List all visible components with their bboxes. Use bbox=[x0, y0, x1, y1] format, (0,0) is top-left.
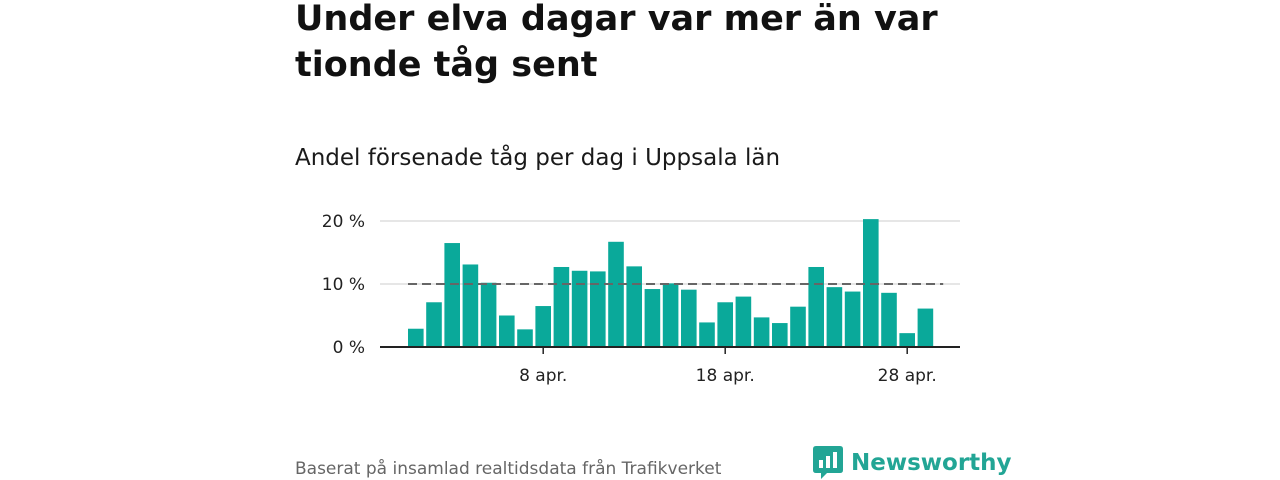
bar: 27 apr.: 8.6 % bbox=[881, 292, 897, 347]
y-tick-label: 20 % bbox=[322, 212, 365, 232]
x-tick-label: 8 apr. bbox=[519, 366, 567, 386]
bar: 22 apr.: 6.4 % bbox=[790, 306, 806, 347]
bar: 18 apr.: 7.1 % bbox=[717, 302, 733, 347]
bar: 1 apr.: 2.9 % bbox=[408, 328, 424, 347]
bar: 6 apr.: 5 % bbox=[499, 315, 515, 347]
bar: 4 apr.: 13.1 % bbox=[462, 264, 479, 347]
bar: 5 apr.: 10.2 % bbox=[480, 282, 497, 347]
bar: 25 apr.: 8.8 % bbox=[844, 291, 861, 347]
bar: 23 apr.: 12.7 % bbox=[808, 266, 824, 347]
x-tick-label: 18 apr. bbox=[696, 366, 755, 386]
x-tick-label: 28 apr. bbox=[878, 366, 937, 386]
bar: 20 apr.: 4.7 % bbox=[753, 317, 770, 347]
bar: 13 apr.: 12.8 % bbox=[626, 266, 642, 347]
chart-title: Andel försenade tåg per dag i Uppsala lä… bbox=[295, 145, 781, 171]
headline: Under elva dagar var mer än var tionde t… bbox=[295, 0, 938, 85]
axes: 0 % 10 % 20 % 8 apr. 18 apr. 28 apr. bbox=[322, 212, 960, 386]
bar: 21 apr.: 3.8 % bbox=[772, 323, 788, 347]
bar: 19 apr.: 8 % bbox=[735, 296, 752, 347]
bar: 8 apr.: 6.5 % bbox=[535, 306, 551, 347]
brand-logo: Newsworthy bbox=[813, 446, 1012, 480]
bars: 1 apr.: 2.9 %2 apr.: 7.1 %3 apr.: 16.5 %… bbox=[408, 219, 934, 347]
bar: 17 apr.: 3.9 % bbox=[699, 322, 715, 347]
source-note: Baserat på insamlad realtidsdata från Tr… bbox=[295, 459, 722, 479]
bar: 10 apr.: 12.1 % bbox=[571, 270, 588, 347]
y-tick-label: 10 % bbox=[322, 275, 365, 295]
brand-name: Newsworthy bbox=[851, 450, 1012, 476]
bar: 15 apr.: 10.1 % bbox=[662, 283, 679, 347]
bar: 28 apr.: 2.2 % bbox=[899, 333, 915, 347]
bar: 16 apr.: 9.1 % bbox=[681, 289, 697, 347]
bar: 12 apr.: 16.7 % bbox=[608, 241, 624, 347]
bar: 3 apr.: 16.5 % bbox=[444, 243, 460, 347]
bar: 29 apr.: 6.1 % bbox=[917, 308, 934, 347]
y-tick-label: 0 % bbox=[333, 338, 365, 358]
bar: 9 apr.: 12.7 % bbox=[553, 266, 570, 347]
bar: 11 apr.: 12 % bbox=[590, 271, 606, 347]
bar: 24 apr.: 9.5 % bbox=[826, 287, 843, 347]
bar: 2 apr.: 7.1 % bbox=[426, 302, 442, 347]
bar: 7 apr.: 2.8 % bbox=[517, 329, 533, 347]
newsworthy-logo-icon bbox=[813, 446, 843, 479]
bar: 14 apr.: 9.2 % bbox=[644, 289, 661, 347]
